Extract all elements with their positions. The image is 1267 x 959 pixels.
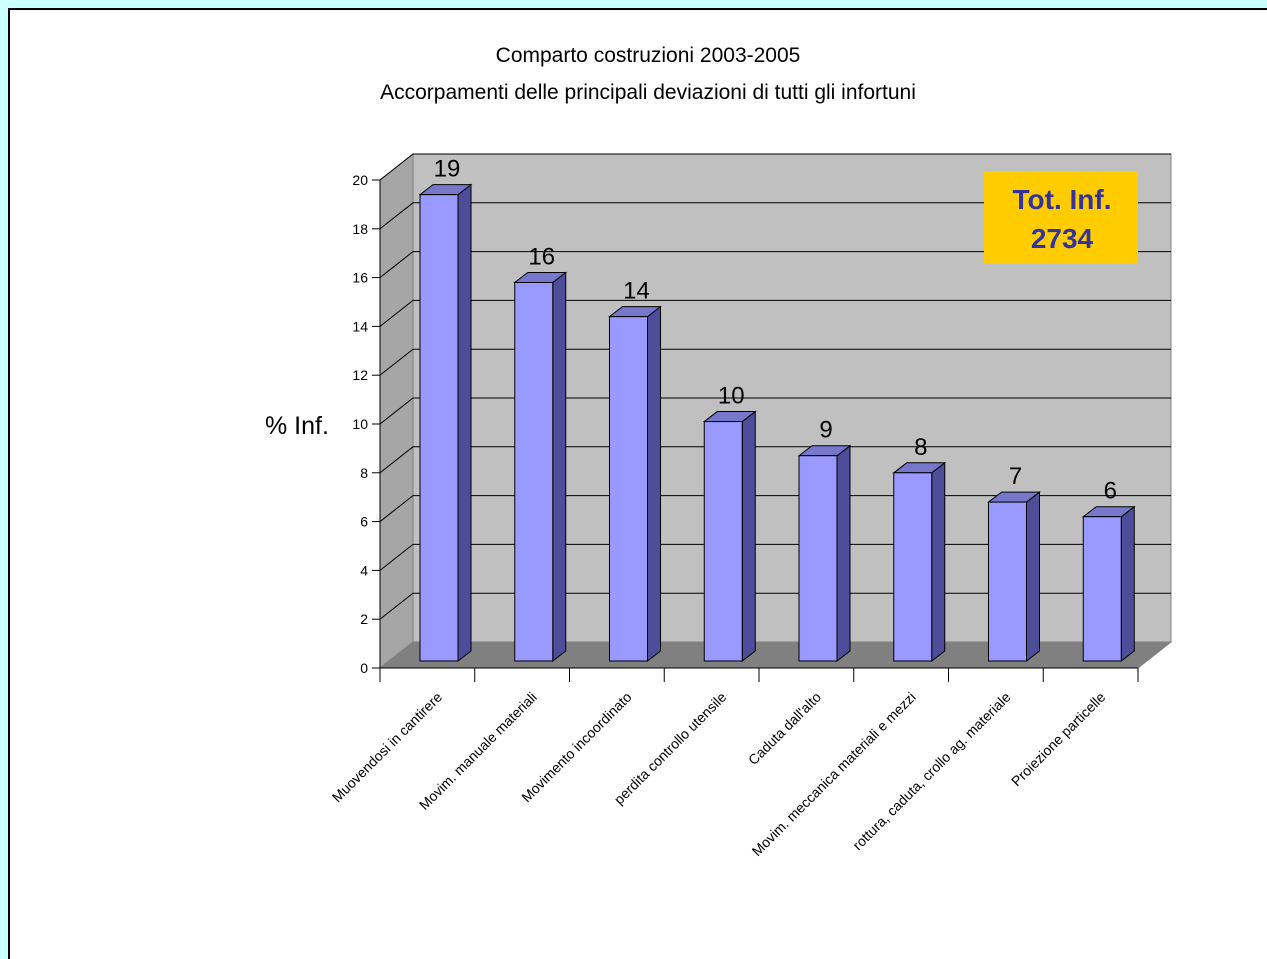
y-tick-label: 8 (360, 465, 368, 481)
chart-subtitle: Accorpamenti delle principali deviazioni… (380, 81, 916, 104)
y-tick-label: 16 (352, 270, 368, 286)
bar-side (1026, 491, 1040, 663)
y-tick-label: 2 (360, 611, 368, 627)
bar-side (457, 183, 472, 663)
y-tick-label: 0 (360, 660, 368, 676)
gridline (379, 446, 1171, 474)
bar (702, 410, 757, 663)
bar-front (893, 472, 933, 662)
bar (797, 444, 852, 663)
y-tick-label: 4 (360, 562, 368, 578)
bar-front (798, 455, 838, 662)
data-label: 16 (528, 243, 555, 270)
bar-side (741, 410, 756, 663)
bar-front (703, 421, 743, 662)
chart-title: Comparto costruzioni 2003-2005 (496, 44, 801, 67)
data-label: 19 (434, 156, 461, 183)
data-labels: 19 16 14 10 9 8 7 6 (434, 156, 1117, 505)
category-label: Movimento incoordinato (518, 689, 635, 806)
total-annotation-box (984, 171, 1138, 264)
x-axis (379, 667, 1139, 682)
bar-front (1082, 516, 1122, 662)
gridline (379, 299, 1171, 327)
bar-front (609, 316, 648, 662)
bar (418, 183, 473, 663)
data-label: 14 (623, 278, 650, 305)
bar-front (419, 194, 459, 662)
y-axis: 0 2 4 6 8 10 12 14 16 18 20 (352, 172, 381, 676)
y-tick-label: 12 (352, 367, 368, 383)
gridline (379, 397, 1171, 425)
y-tick-label: 20 (352, 172, 368, 188)
y-tick-label: 6 (360, 514, 368, 530)
gridline (379, 251, 1171, 278)
bar (608, 305, 662, 663)
bar-front (988, 501, 1027, 662)
total-annotation: Tot. Inf. 2734 (984, 171, 1138, 264)
y-tick-label: 14 (352, 318, 368, 334)
y-tick-label: 10 (352, 416, 368, 432)
total-annotation-line1: Tot. Inf. (1013, 184, 1112, 215)
data-label: 8 (914, 434, 927, 461)
bar-side (1120, 505, 1135, 663)
data-label: 9 (819, 417, 832, 444)
y-axis-label: % Inf. (265, 412, 329, 440)
gridline (379, 348, 1171, 376)
bar-side (836, 444, 851, 663)
category-label: Proiezione particelle (1008, 689, 1109, 790)
bar (892, 461, 947, 663)
data-label: 6 (1104, 478, 1117, 505)
bar (1081, 505, 1136, 663)
bar-front (514, 281, 554, 662)
category-label: Movim. meccanica materiali e mezzi (749, 689, 919, 859)
category-label: perdita controllo utensile (611, 689, 730, 808)
bar (513, 271, 568, 663)
bar-side (931, 461, 946, 663)
data-label: 10 (718, 383, 745, 410)
category-label: rottura, caduta, crollo ag. materiale (849, 689, 1013, 853)
category-label: Muovendosi in cantirere (329, 689, 446, 806)
data-label: 7 (1009, 463, 1022, 490)
category-label: Caduta dall'alto (745, 689, 824, 768)
floor (378, 641, 1173, 669)
y-tick-label: 18 (352, 221, 368, 237)
gridline (379, 202, 1171, 230)
bar-side (647, 305, 661, 663)
bars (418, 183, 1136, 663)
total-annotation-line2: 2734 (1031, 223, 1094, 254)
gridline (379, 153, 1171, 181)
bar-side (552, 271, 567, 663)
bar (987, 491, 1041, 663)
